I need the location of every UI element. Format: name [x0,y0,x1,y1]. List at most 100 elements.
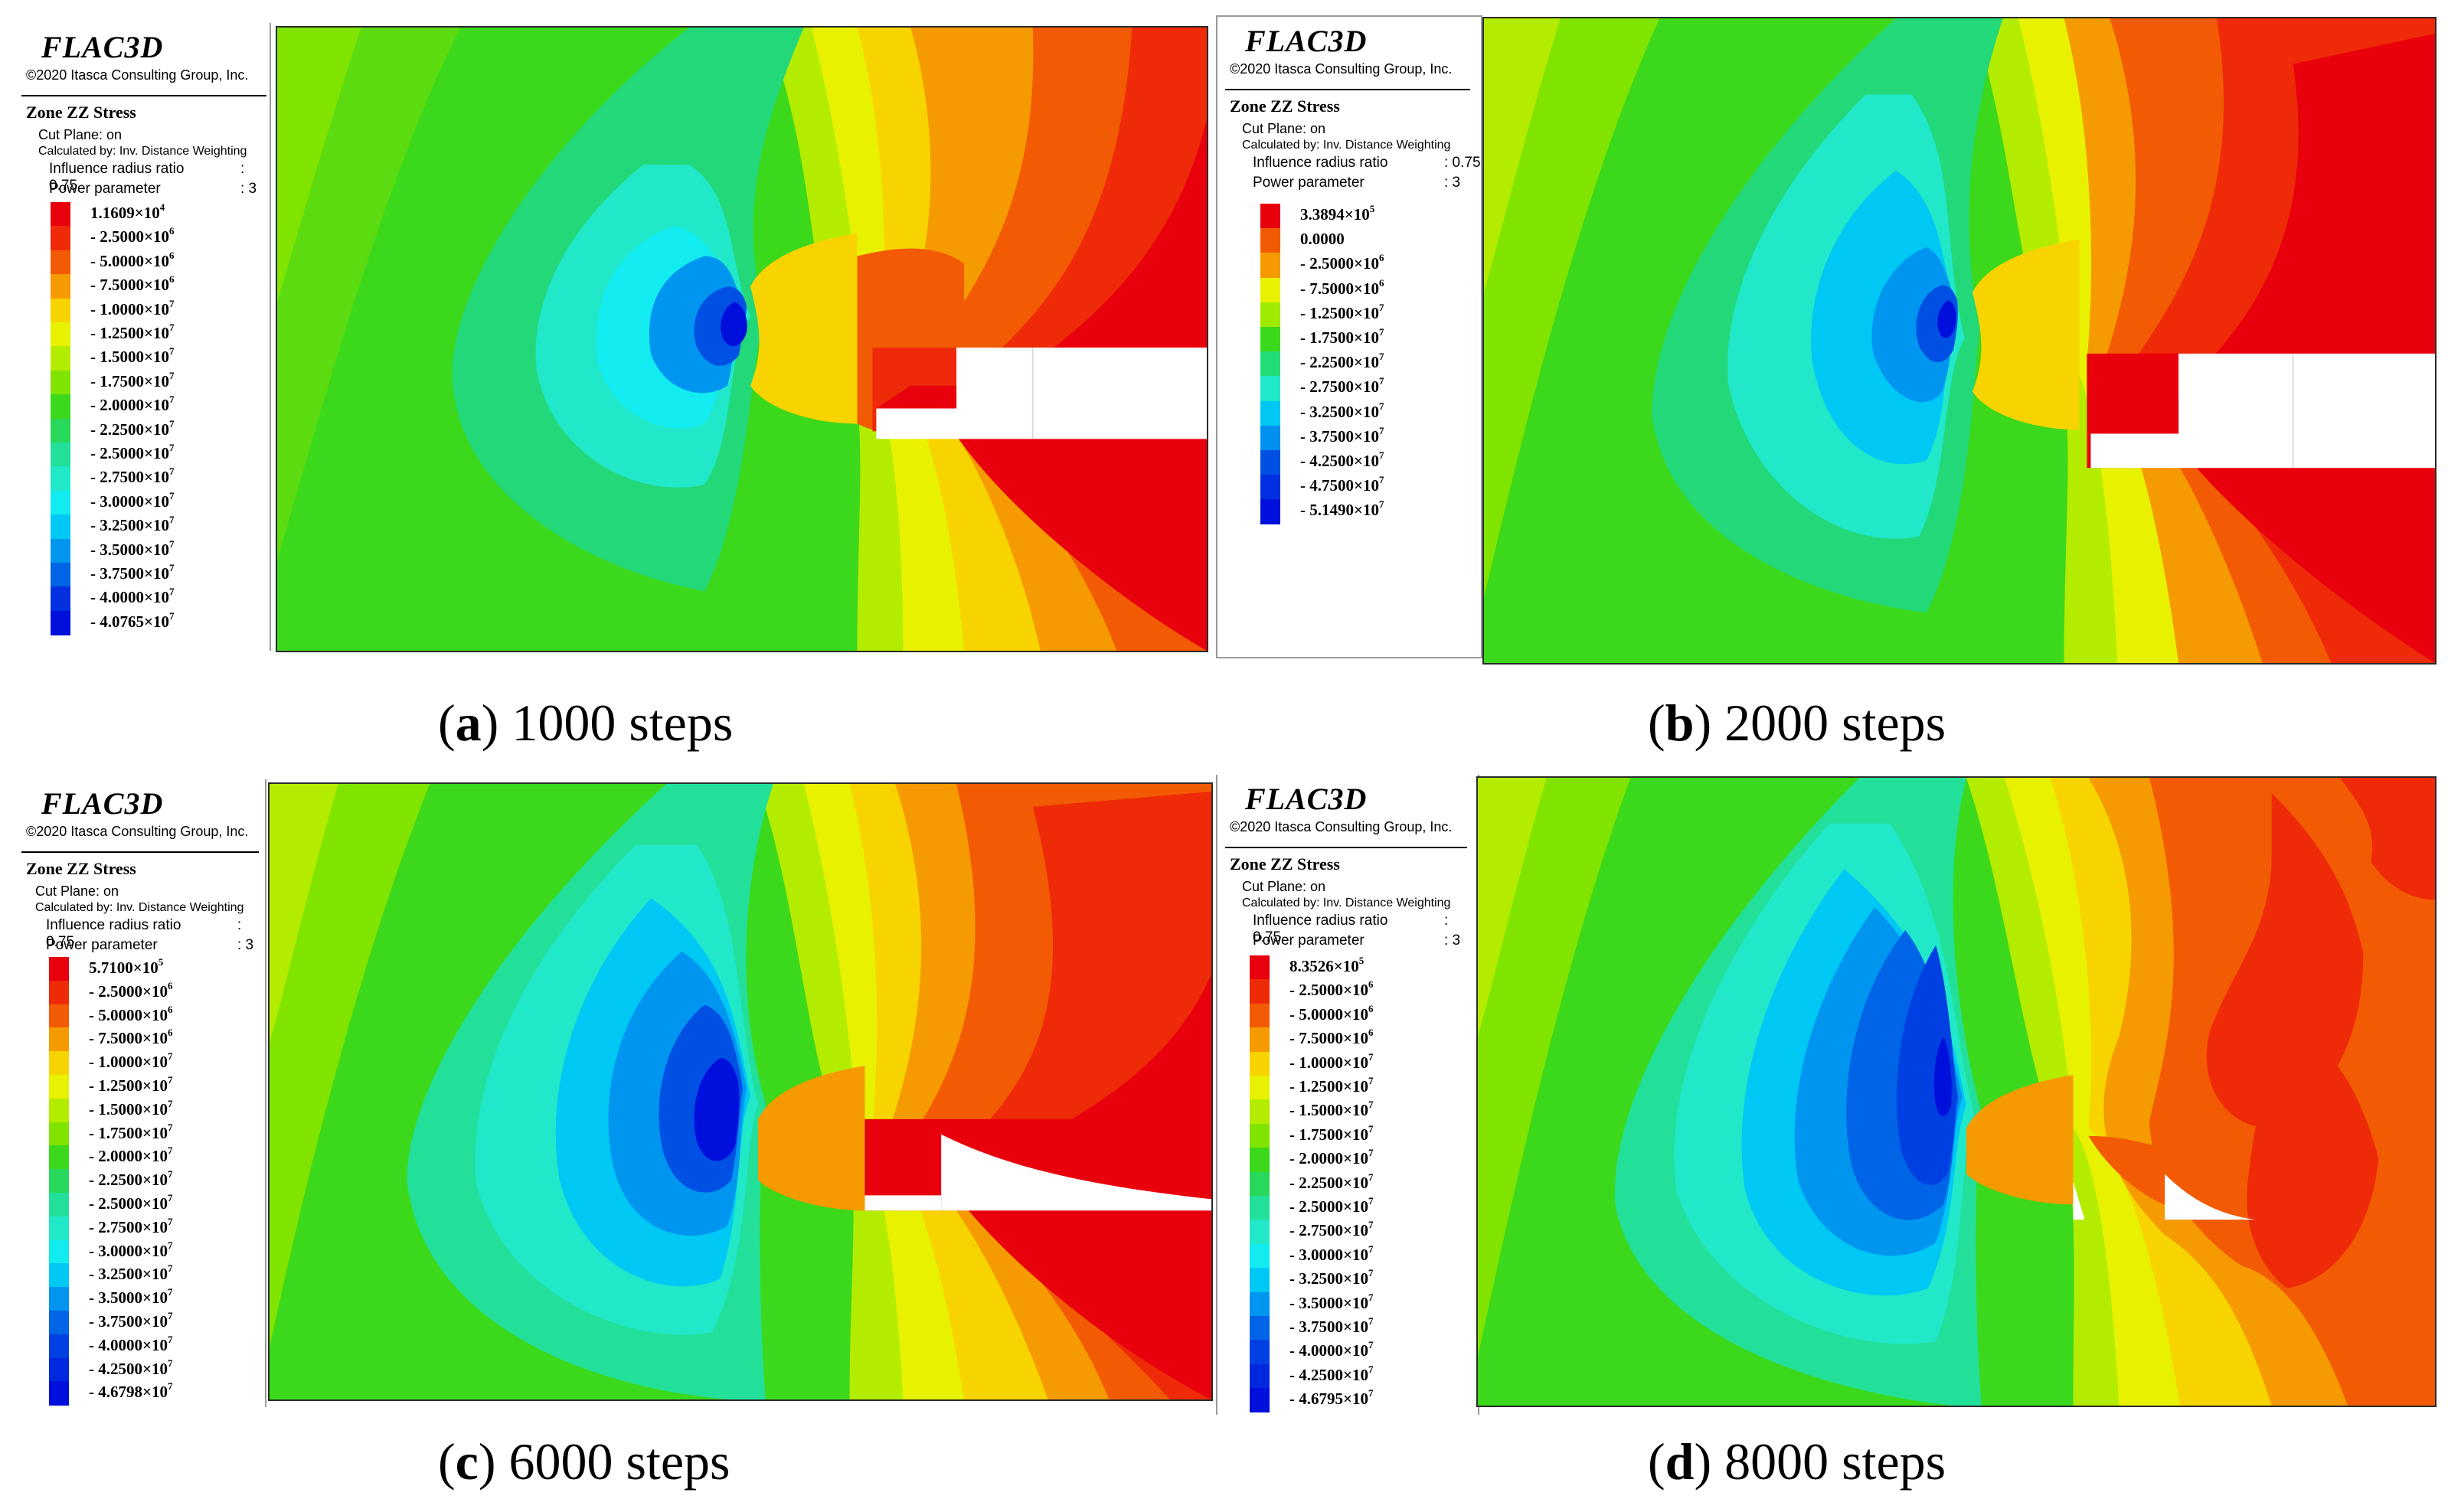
level-label: - 3.2500×107 [90,514,175,535]
color-swatch [1260,277,1280,303]
power-parameter-row: Power parameter: 3 [1253,175,1461,191]
calculated-by-text: Calculated by: Inv. Distance Weighting [35,901,244,914]
color-swatch [1260,376,1280,402]
color-swatch [51,226,70,251]
color-swatch [1250,1220,1270,1245]
level-label: - 4.0000×107 [89,1333,173,1354]
legend-title: Zone ZZ Stress [1230,854,1340,874]
color-swatch [49,1193,69,1217]
level-label: - 3.2500×107 [1289,1267,1374,1288]
color-swatch [1250,1003,1270,1028]
level-label: - 3.5000×107 [90,537,175,559]
color-swatch [1250,1076,1270,1100]
level-label: - 4.0765×107 [90,609,175,631]
level-label: - 7.5000×106 [1289,1027,1374,1048]
divider [1225,847,1467,848]
color-swatch [49,1381,69,1406]
level-label: - 2.5000×106 [89,979,173,1001]
power-parameter-row: Power parameter: 3 [49,181,257,197]
legend-c: FLAC3D ©2020 Itasca Consulting Group, In… [14,779,266,1407]
color-swatch [51,466,70,491]
level-label: - 4.7500×107 [1300,474,1384,495]
copyright-text: ©2020 Itasca Consulting Group, Inc. [1230,819,1453,834]
color-swatch [1260,253,1280,279]
level-label: - 4.2500×107 [1300,449,1384,470]
color-swatch [49,957,69,981]
level-label: 3.3894×105 [1300,203,1375,224]
caption-b: (b) 2000 steps [1648,694,1946,752]
level-label: - 2.0000×107 [90,394,175,415]
copyright-text: ©2020 Itasca Consulting Group, Inc. [26,824,249,839]
level-label: - 2.0000×107 [89,1145,173,1166]
color-swatch [51,322,70,347]
cut-plane-text: Cut Plane: on [1242,121,1326,136]
color-swatch [51,586,70,612]
color-scale: 3.3894×105 0.0000 - 2.5000×106 - 7.5000×106… [1260,17,1475,660]
flac3d-logo: FLAC3D [1245,24,1368,58]
legend-title: Zone ZZ Stress [26,859,136,878]
color-swatch [1250,1051,1270,1076]
level-label: - 1.0000×107 [90,297,175,318]
contour-svg-a [277,28,1207,651]
level-label: - 2.5000×107 [89,1192,173,1213]
divider [1225,89,1470,90]
level-label: - 2.5000×106 [1300,252,1384,273]
color-swatch [51,563,70,587]
level-label: - 5.0000×106 [90,249,175,270]
caption-c: (c) 6000 steps [438,1432,730,1491]
level-label: - 2.2500×107 [1289,1171,1374,1192]
level-label: - 4.0000×107 [90,586,175,607]
color-swatch [1260,351,1280,377]
level-label: - 3.7500×107 [1300,424,1384,446]
color-swatch [51,370,70,395]
level-label: - 4.6798×107 [89,1380,173,1402]
color-swatch [1250,1027,1270,1053]
level-label: - 3.2500×107 [89,1262,173,1284]
color-swatch [51,538,70,563]
stress-contour-plot-d [1476,776,2437,1407]
color-swatch [1250,1363,1270,1389]
color-swatch [51,202,70,227]
level-label: - 5.0000×106 [89,1003,173,1024]
level-label: - 1.2500×107 [90,322,175,342]
color-swatch [49,1122,69,1146]
legend-title: Zone ZZ Stress [1230,96,1340,116]
level-label: - 2.5000×106 [1289,978,1374,1000]
level-label: - 3.7500×107 [90,562,175,583]
influence-radius-row: Influence radius ratio: 0.75 [49,161,245,194]
legend-d: FLAC3D ©2020 Itasca Consulting Group, In… [1216,775,1479,1415]
color-scale: 5.7100×105- 2.5000×106- 5.0000×106 - 7.50… [49,779,263,1407]
cut-plane-text: Cut Plane: on [1242,879,1326,894]
level-label: - 2.2500×107 [89,1168,173,1190]
color-swatch [1250,1099,1270,1125]
influence-radius-row: Influence radius ratio: 0.75 [1253,913,1449,945]
color-swatch [1260,425,1280,451]
flac3d-logo: FLAC3D [41,30,164,64]
level-label: 8.3526×105 [1289,955,1365,975]
influence-radius-row: Influence radius ratio: 0.75 [1253,155,1481,171]
color-swatch [49,980,69,1005]
power-parameter-row: Power parameter: 3 [46,937,254,953]
level-label: - 2.7500×107 [90,465,175,487]
color-scale: 1.1609×104 - 2.5000×106- 5.0000×106 - 7.50… [51,23,265,651]
stress-contour-plot-b [1482,17,2437,665]
color-swatch [1250,1292,1270,1317]
color-swatch [49,1357,69,1382]
power-parameter-row: Power parameter: 3 [1253,932,1461,949]
level-label: 1.1609×104 [90,201,165,222]
color-swatch [49,1169,69,1194]
level-label: - 3.5000×107 [89,1286,173,1308]
level-label: - 2.5000×106 [90,225,175,247]
copyright-text: ©2020 Itasca Consulting Group, Inc. [26,67,249,83]
level-label: - 1.5000×107 [89,1097,173,1118]
caption-d: (d) 8000 steps [1648,1432,1946,1491]
color-swatch [51,514,70,540]
color-swatch [1250,1148,1270,1173]
flac3d-logo: FLAC3D [1245,782,1368,816]
color-swatch [51,442,70,467]
color-swatch [49,1098,69,1123]
level-label: - 1.7500×107 [1289,1122,1374,1144]
caption-a: (a) 1000 steps [438,694,734,752]
cut-plane-text: Cut Plane: on [35,883,119,899]
color-swatch [1250,1340,1270,1365]
